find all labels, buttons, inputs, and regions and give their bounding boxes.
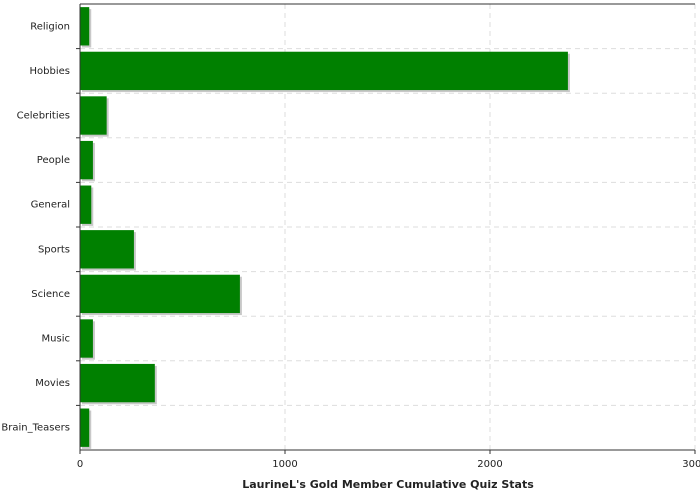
y-tick-label: Celebrities	[17, 111, 70, 122]
x-tick-label: 0	[77, 459, 83, 470]
bar	[80, 96, 107, 135]
bar	[80, 7, 90, 46]
bar	[80, 408, 90, 447]
bar	[80, 230, 134, 269]
y-tick-label: Hobbies	[30, 66, 70, 77]
y-tick-label: Religion	[30, 21, 70, 32]
x-tick-label: 1000	[272, 459, 297, 470]
bar	[80, 274, 240, 314]
y-tick-label: Music	[42, 334, 70, 345]
bar	[80, 185, 92, 224]
y-tick-label: Brain_Teasers	[1, 423, 70, 434]
bar	[80, 51, 568, 91]
bar	[80, 363, 155, 403]
y-tick-label: Movies	[35, 378, 70, 389]
bar	[80, 140, 93, 180]
x-axis-label: LaurineL's Gold Member Cumulative Quiz S…	[242, 478, 534, 491]
bar	[80, 319, 93, 358]
y-tick-label: Sports	[38, 244, 70, 255]
x-tick-label: 3000	[682, 459, 700, 470]
x-tick-label: 2000	[477, 459, 502, 470]
y-tick-label: General	[31, 200, 70, 211]
y-tick-label: People	[37, 155, 70, 166]
y-tick-label: Science	[31, 289, 70, 300]
